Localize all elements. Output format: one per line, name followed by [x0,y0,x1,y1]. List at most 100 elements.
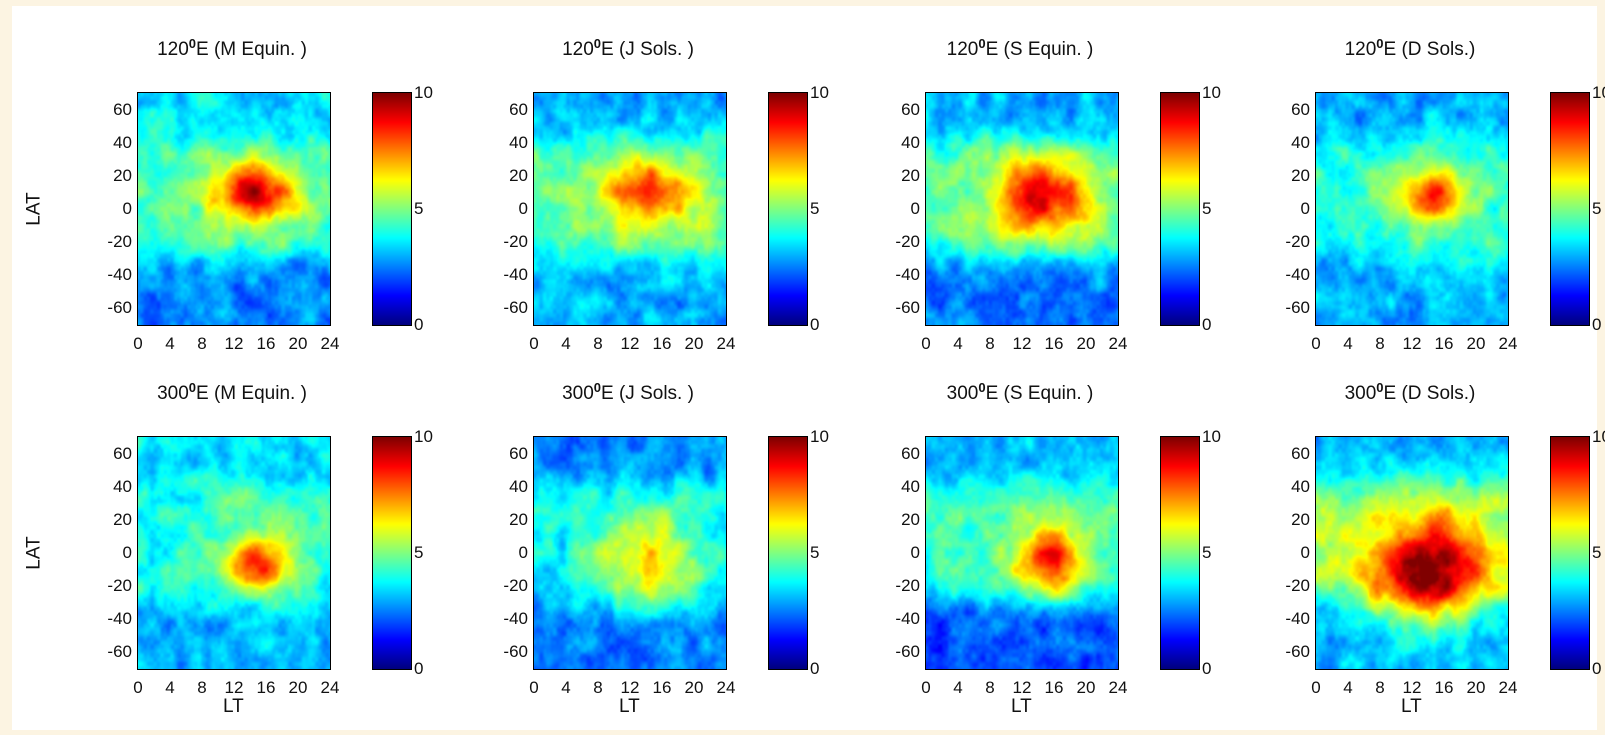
y-tick-label: 20 [509,509,528,529]
y-tick-label: 20 [509,165,528,185]
heatmap-image [533,92,727,326]
colorbar-tick-label: 10 [1592,83,1605,102]
y-tick-label: 40 [509,132,528,152]
x-tick-label: 24 [1108,678,1128,697]
heatmap-image [533,436,727,670]
x-tick-label: 4 [1343,334,1353,353]
y-tick-group: 60 40 20 0 -20 -40 -60 [1240,372,1310,702]
y-tick-label: -20 [503,232,528,252]
colorbar-tick-label: 0 [1202,315,1212,334]
y-tick-label: -60 [503,642,528,662]
x-tick-label: 12 [1012,334,1032,353]
colorbar [1160,92,1200,326]
heatmap-panel: 1200E (D Sols.) 60 40 20 0 -20 -40 -60 0 4 8 12 16 20… [1240,28,1605,358]
panel-title: 1200E (S Equin. ) [946,36,1094,60]
y-tick-label: 20 [901,165,920,185]
colorbar-tick-label: 0 [1592,659,1602,678]
y-tick-group: 60 40 20 0 -20 -40 -60 [850,372,920,702]
x-tick-label: 8 [1375,678,1385,697]
x-tick-label: 16 [1044,678,1064,697]
heatmap-panel: 1200E (J Sols. ) 60 40 20 0 -20 -40 -60 0 4 8 12 16 2… [458,28,829,358]
y-tick-label: -40 [1285,265,1310,285]
y-tick-label: -20 [107,232,132,252]
y-tick-label: 40 [113,132,132,152]
x-tick-label: 8 [197,678,207,697]
panel-title: 3000E (D Sols.) [1344,380,1476,404]
y-tick-label: 40 [509,476,528,496]
x-axis-label: LT [1011,696,1032,717]
x-tick-label: 8 [985,678,995,697]
y-tick-label: 40 [113,476,132,496]
x-axis-label: LT [619,696,640,717]
heatmap-panel: 3000E (J Sols. ) 60 40 20 0 -20 -40 -60 0 4 8 12 16 2… [458,372,829,702]
colorbar-tick-label: 10 [414,83,433,102]
x-tick-label: 12 [620,678,640,697]
heatmap-image [925,92,1119,326]
y-tick-label: -40 [107,609,132,629]
y-tick-label: 20 [113,165,132,185]
y-tick-label: 20 [113,509,132,529]
y-tick-group: 60 40 20 0 -20 -40 -60 [458,372,528,702]
colorbar [1550,436,1590,670]
x-tick-label: 4 [1343,678,1353,697]
x-tick-label: 16 [1434,334,1454,353]
y-tick-label: -60 [895,298,920,318]
y-tick-label: 0 [122,199,132,218]
x-tick-label: 24 [320,334,340,353]
x-tick-label: 8 [593,334,603,353]
heatmap-panel: 3000E (D Sols.) 60 40 20 0 -20 -40 -60 0 4 8 12 16 20… [1240,372,1605,702]
y-tick-label: 60 [901,99,920,119]
x-tick-label: 24 [716,334,736,353]
colorbar-tick-label: 5 [1202,543,1212,562]
y-tick-label: 0 [910,199,920,218]
colorbar-tick-label: 10 [1202,427,1221,446]
y-tick-label: -60 [107,298,132,318]
colorbar-tick-label: 10 [1592,427,1605,446]
x-tick-label: 16 [1044,334,1064,353]
heatmap-image [1315,92,1509,326]
colorbar-tick-label: 5 [1592,543,1602,562]
y-tick-label: 60 [113,99,132,119]
y-tick-label: 60 [509,99,528,119]
x-tick-label: 8 [197,334,207,353]
y-tick-label: 40 [901,476,920,496]
figure-frame: 1200E (M Equin. ) 60 40 20 0 -20 -40 -60 0 4 8 12 16… [12,6,1605,730]
x-tick-label: 0 [529,678,539,697]
x-tick-label: 16 [256,334,276,353]
colorbar-tick-label: 0 [414,315,424,334]
colorbar-tick-label: 0 [1202,659,1212,678]
heatmap-image [137,436,331,670]
y-tick-label: -20 [1285,232,1310,252]
x-tick-label: 20 [684,334,704,353]
y-tick-group: 60 40 20 0 -20 -40 -60 [62,372,132,702]
panel-title: 1200E (M Equin. ) [157,36,307,60]
x-tick-label: 12 [1402,334,1422,353]
y-tick-label: 40 [1291,476,1310,496]
y-axis-label: LAT [23,536,45,570]
x-tick-label: 4 [561,678,571,697]
y-tick-label: -20 [895,576,920,596]
y-tick-group: 60 40 20 0 -20 -40 -60 [1240,28,1310,358]
heatmap-image [925,436,1119,670]
y-tick-label: 60 [113,443,132,463]
x-tick-label: 20 [1076,334,1096,353]
y-tick-label: 60 [509,443,528,463]
y-tick-label: -40 [895,265,920,285]
x-tick-label: 24 [1498,334,1518,353]
panel-title: 1200E (J Sols. ) [562,36,694,60]
panel-title: 3000E (J Sols. ) [562,380,694,404]
x-tick-label: 4 [953,334,963,353]
x-tick-label: 24 [320,678,340,697]
panel-title: 3000E (M Equin. ) [157,380,307,404]
x-tick-label: 12 [1402,678,1422,697]
colorbar-tick-label: 5 [810,543,820,562]
heatmap-image [137,92,331,326]
x-axis-label: LT [1401,696,1422,717]
y-tick-label: -20 [107,576,132,596]
colorbar [768,92,808,326]
colorbar-tick-label: 5 [414,199,424,218]
colorbar-tick-label: 5 [414,543,424,562]
y-tick-label: 60 [901,443,920,463]
heatmap-panel: 3000E (S Equin. ) 60 40 20 0 -20 -40 -60 0 4 8 12 16… [850,372,1221,702]
colorbar-tick-label: 10 [414,427,433,446]
